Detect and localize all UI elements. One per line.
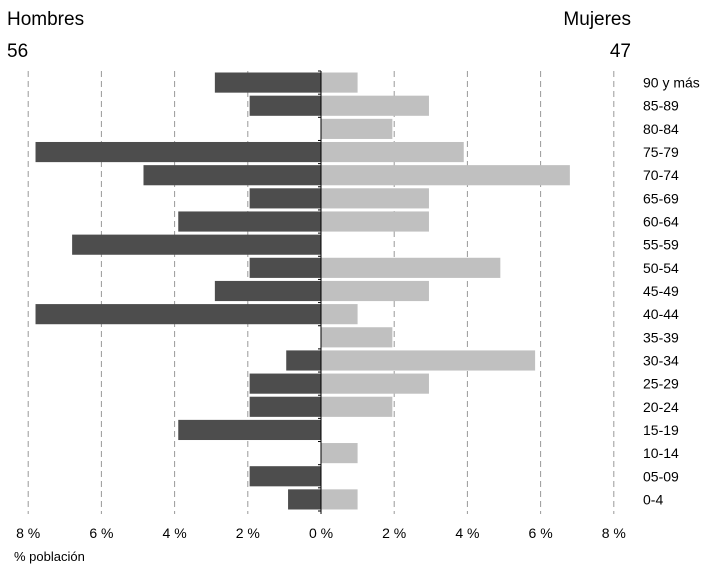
x-tick-label: 0 % (309, 525, 333, 541)
bar-hombres-25-29 (249, 373, 321, 394)
bar-hombres-70-74 (143, 165, 321, 186)
bar-hombres-0-4 (288, 489, 321, 510)
age-group-label: 30-34 (643, 352, 679, 368)
age-group-label: 70-74 (643, 167, 679, 183)
bar-mujeres-50-54 (321, 257, 501, 278)
bar-hombres-45-49 (214, 280, 321, 302)
age-group-label: 25-29 (643, 376, 679, 392)
bar-mujeres-70-74 (321, 165, 570, 186)
age-group-label: 80-84 (643, 121, 679, 137)
age-group-label: 45-49 (643, 283, 679, 299)
bar-hombres-90-y-más (214, 72, 321, 93)
bar-mujeres-45-49 (321, 280, 429, 302)
age-group-label: 75-79 (643, 144, 679, 160)
bar-hombres-05-09 (249, 466, 321, 487)
bar-hombres-30-34 (286, 350, 321, 371)
x-tick-label: 6 % (529, 525, 553, 541)
age-group-label: 0-4 (643, 491, 663, 507)
bar-mujeres-75-79 (321, 141, 464, 163)
age-group-label: 50-54 (643, 260, 679, 276)
age-group-label: 40-44 (643, 306, 679, 322)
age-group-label: 65-69 (643, 190, 679, 206)
age-group-label: 05-09 (643, 468, 679, 484)
age-group-label: 55-59 (643, 237, 679, 253)
bar-hombres-55-59 (72, 234, 322, 255)
bar-hombres-15-19 (178, 419, 321, 441)
bar-hombres-65-69 (249, 188, 321, 209)
age-group-label: 85-89 (643, 98, 679, 114)
x-tick-label: 4 % (455, 525, 479, 541)
age-group-label: 90 y más (643, 75, 700, 91)
bar-mujeres-25-29 (321, 373, 429, 394)
bar-hombres-20-24 (249, 396, 321, 417)
bar-mujeres-85-89 (321, 95, 429, 116)
bar-mujeres-90-y-más (321, 72, 358, 93)
bar-hombres-60-64 (178, 211, 321, 232)
right-series-name: Mujeres (563, 9, 631, 30)
bar-hombres-50-54 (249, 257, 321, 278)
bar-mujeres-30-34 (321, 350, 536, 371)
x-axis-label: % población (14, 549, 85, 564)
x-tick-label: 8 % (602, 525, 626, 541)
bar-mujeres-35-39 (321, 327, 393, 348)
x-tick-label: 4 % (163, 525, 187, 541)
age-group-label: 15-19 (643, 422, 679, 438)
age-group-label: 20-24 (643, 399, 679, 415)
bar-hombres-85-89 (249, 95, 321, 116)
age-group-label: 60-64 (643, 214, 679, 230)
bar-mujeres-40-44 (321, 304, 358, 325)
right-series-total: 47 (609, 41, 631, 62)
bar-hombres-40-44 (35, 304, 322, 325)
bar-mujeres-10-14 (321, 443, 358, 464)
bar-hombres-75-79 (35, 141, 322, 163)
x-tick-label: 8 % (16, 525, 40, 541)
x-tick-label: 6 % (89, 525, 113, 541)
age-group-label: 35-39 (643, 329, 679, 345)
bar-mujeres-0-4 (321, 489, 358, 510)
bar-mujeres-80-84 (321, 118, 393, 139)
bar-mujeres-60-64 (321, 211, 429, 232)
left-series-total: 56 (7, 41, 29, 62)
bar-mujeres-20-24 (321, 396, 393, 417)
x-tick-label: 2 % (236, 525, 260, 541)
x-tick-label: 2 % (382, 525, 406, 541)
age-group-label: 10-14 (643, 445, 679, 461)
bar-mujeres-65-69 (321, 188, 429, 209)
left-series-name: Hombres (7, 9, 85, 30)
